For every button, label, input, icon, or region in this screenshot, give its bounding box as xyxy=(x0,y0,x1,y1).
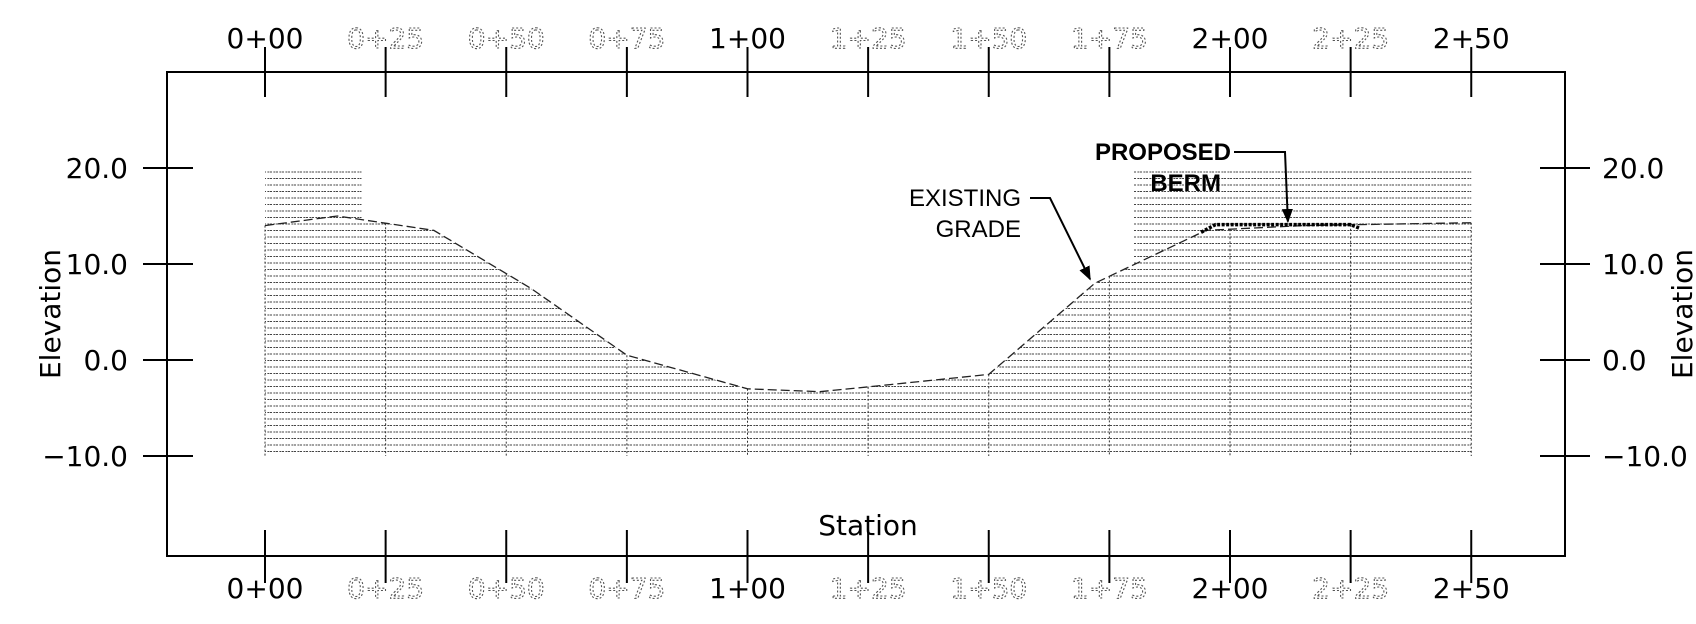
top-tick-label: 2+25 xyxy=(1312,22,1389,55)
top-tick-label: 2+00 xyxy=(1192,22,1269,55)
bottom-tick-label: 0+25 xyxy=(347,572,424,605)
annotation-leader-arrow xyxy=(1030,197,1091,281)
top-tick-label: 0+75 xyxy=(588,22,665,55)
annotation-0: EXISTING GRADE xyxy=(909,185,1091,281)
bottom-tick-label: 2+00 xyxy=(1192,572,1269,605)
left-elevation-axis: 20.0 10.0 0.0 −10.0 xyxy=(42,152,193,473)
left-tick-label: 0.0 xyxy=(83,344,128,377)
left-tick-label: 10.0 xyxy=(66,248,128,281)
top-tick-label: 1+50 xyxy=(950,22,1027,55)
station-grid-lines xyxy=(264,222,1472,456)
hatch-fill-layer xyxy=(265,168,1472,456)
hatch-region-2 xyxy=(1133,168,1472,456)
left-tick-label: 20.0 xyxy=(66,152,128,185)
top-tick-label: 0+50 xyxy=(468,22,545,55)
bottom-tick-label: 1+25 xyxy=(830,572,907,605)
right-elevation-axis: 20.0 10.0 0.0 −10.0 xyxy=(1540,152,1688,473)
hatch-region-1 xyxy=(361,219,1134,456)
right-tick-label: 0.0 xyxy=(1602,344,1647,377)
right-tick-label: 10.0 xyxy=(1602,248,1664,281)
bottom-tick-label: 1+00 xyxy=(709,572,786,605)
right-tick-label: −10.0 xyxy=(1602,440,1688,473)
annotation-1: PROPOSED BERM xyxy=(1095,139,1293,223)
top-tick-label: 0+25 xyxy=(347,22,424,55)
plot-frame xyxy=(166,71,1566,557)
y-axis-title-right: Elevation xyxy=(1666,249,1696,379)
y-axis-title-left: Elevation xyxy=(34,249,67,379)
top-tick-label: 0+00 xyxy=(227,22,304,55)
right-tick-label: 20.0 xyxy=(1602,152,1664,185)
bottom-tick-label: 0+75 xyxy=(588,572,665,605)
bottom-tick-label: 1+50 xyxy=(950,572,1027,605)
proposed-berm-line xyxy=(1200,222,1361,234)
top-tick-label: 1+75 xyxy=(1071,22,1148,55)
annotation-text: GRADE xyxy=(936,216,1021,243)
bottom-tick-label: 1+75 xyxy=(1071,572,1148,605)
bottom-tick-label: 0+50 xyxy=(468,572,545,605)
annotation-callouts: EXISTING GRADE PROPOSED BERM xyxy=(909,139,1293,281)
annotation-text: BERM xyxy=(1150,170,1221,197)
annotation-leader-arrow xyxy=(1234,151,1293,223)
bottom-tick-label: 2+25 xyxy=(1312,572,1389,605)
annotation-text: EXISTING xyxy=(909,185,1021,212)
bottom-station-axis: 0+00 0+25 0+50 0+75 1+00 1+25 1+50 1+75 2+00 2+25… xyxy=(227,530,1510,606)
bottom-tick-label: 0+00 xyxy=(227,572,304,605)
annotation-text: PROPOSED xyxy=(1095,139,1231,166)
left-tick-label: −10.0 xyxy=(42,440,128,473)
hatch-region-0 xyxy=(265,168,362,456)
x-axis-title: Station xyxy=(818,509,918,542)
top-station-axis: 0+00 0+25 0+50 0+75 1+00 1+25 1+50 1+75 2+00 2+25… xyxy=(227,21,1510,97)
top-tick-label: 1+00 xyxy=(709,22,786,55)
top-tick-label: 1+25 xyxy=(830,22,907,55)
top-tick-label: 2+50 xyxy=(1433,22,1510,55)
bottom-tick-label: 2+50 xyxy=(1433,572,1510,605)
